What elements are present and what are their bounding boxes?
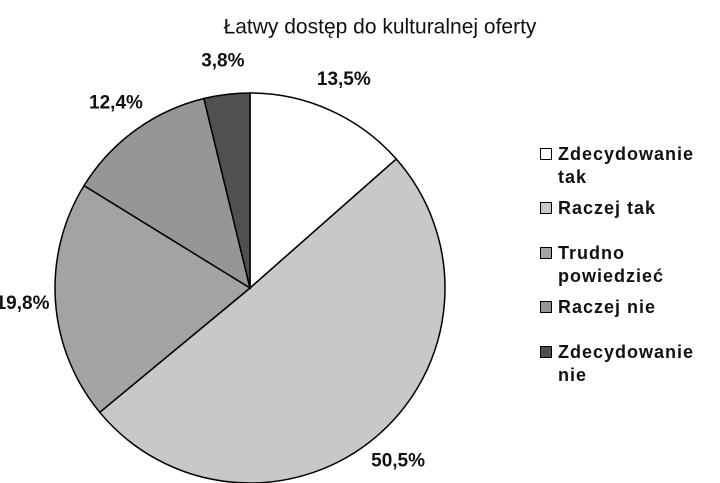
legend-label: Zdecydowanie nie	[558, 342, 695, 385]
legend-label: Raczej tak	[558, 198, 657, 218]
data-label: 12,4%	[89, 93, 143, 114]
data-label: 19,8%	[0, 293, 50, 314]
legend-item: Trudno powiedzieć	[538, 242, 720, 288]
pie-slice	[83, 97, 252, 290]
legend-swatch	[540, 148, 552, 160]
pie-slice	[54, 184, 252, 414]
legend: Zdecydowanie tak Raczej tak Trudno powiedz…	[538, 143, 720, 387]
legend-item: Raczej nie	[538, 296, 720, 319]
legend-item: Zdecydowanie nie	[538, 341, 720, 387]
legend-label: Raczej nie	[558, 297, 657, 317]
legend-swatch	[540, 346, 552, 358]
legend-item: Raczej tak	[538, 197, 720, 220]
pie-slice	[249, 92, 398, 290]
legend-item: Zdecydowanie tak	[538, 143, 720, 189]
pie-slice	[98, 157, 446, 483]
legend-swatch	[540, 301, 552, 313]
legend-label: Zdecydowanie tak	[558, 144, 695, 187]
pie-slice	[202, 92, 251, 289]
data-label: 50,5%	[371, 450, 425, 471]
legend-label: Trudno powiedzieć	[558, 243, 665, 286]
legend-swatch	[540, 247, 552, 259]
legend-swatch	[540, 202, 552, 214]
data-label: 13,5%	[317, 69, 371, 90]
data-label: 3,8%	[201, 51, 244, 72]
chart-title: Łatwy dostęp do kulturalnej oferty	[224, 16, 537, 39]
